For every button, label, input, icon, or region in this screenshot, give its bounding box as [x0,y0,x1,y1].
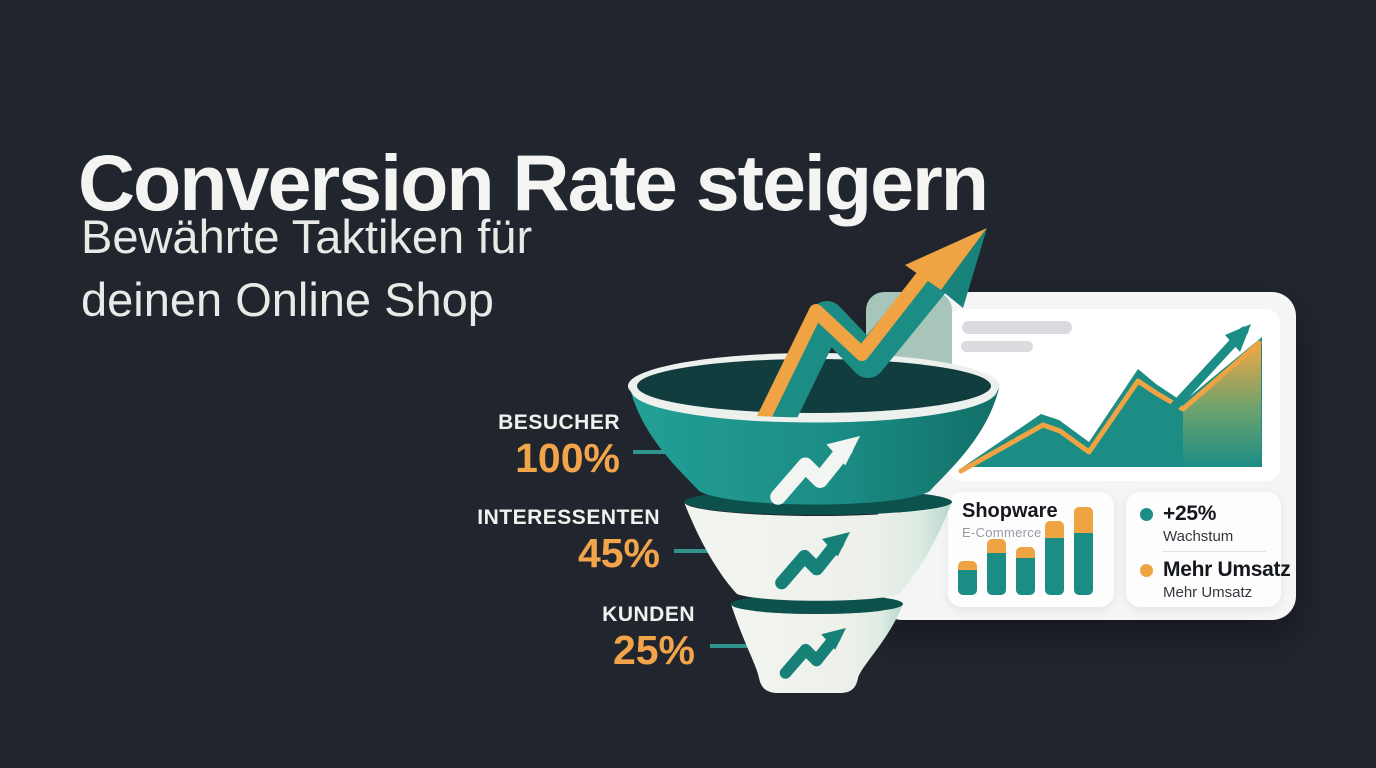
teal-dot-icon [1140,508,1153,521]
mini-bar [1074,507,1093,595]
stage-percent: 25% [612,627,695,673]
mini-bar-fill [958,570,977,595]
legend-subtitle: Mehr Umsatz [1163,584,1253,602]
trend-area-chart [958,324,1262,474]
legend-card: +25% Wachstum Mehr Umsatz Mehr Umsatz [1126,492,1291,607]
trend-arrow-icon [782,532,850,583]
subtitle-line-2: deinen Online Shop [81,272,494,326]
shop-stats-card: Shopware E-Commerce [948,492,1114,607]
mini-bar-fill [1074,533,1093,595]
trend-arrow-shaft [1156,326,1249,426]
mini-bar-chart [958,507,1093,595]
stage-label-text: KUNDEN [602,603,695,626]
legend-divider [1162,551,1266,552]
mini-bar-cap [1074,507,1093,533]
subtitle-line-1: Bewährte Taktiken für [81,210,533,263]
mini-bar-fill [987,553,1006,595]
mini-bar-cap [987,539,1006,553]
funnel-label-kunden: KUNDEN 25% [485,603,695,671]
mini-bar-fill [1045,538,1064,595]
stage-label-text: INTERESSENTEN [477,506,660,529]
mini-bar [958,561,977,595]
orange-dot-icon [1140,564,1153,577]
trend-chart-panel [948,309,1280,481]
funnel-label-besucher: BESUCHER 100% [400,411,620,479]
stage-percent: 45% [577,530,660,576]
legend-title: Mehr Umsatz [1163,558,1291,581]
trend-arrow-icon [778,436,860,497]
trend-arrow-head [1225,324,1251,352]
stage-label-text: BESUCHER [498,411,620,434]
legend-title: +25% [1163,502,1217,525]
mini-bar [1016,547,1035,595]
mini-bar [1045,521,1064,595]
legend-row-wachstum: +25% Wachstum [1140,502,1233,545]
trend-up-arrow-icon [1156,324,1251,426]
trend-gradient-area [1183,342,1261,467]
legend-row-umsatz: Mehr Umsatz Mehr Umsatz [1140,558,1291,602]
page-title: Conversion Rate steigern [78,137,989,227]
mini-bar [987,539,1006,595]
dashboard-card: Shopware E-Commerce +25% Wachstum Mehr U… [878,292,1296,620]
mini-bar-cap [1016,547,1035,558]
shop-category: E-Commerce [962,525,1042,540]
skeleton-text-line [962,321,1072,334]
stage-percent: 100% [515,435,620,481]
page-subtitle: Bewährte Taktiken für deinen Online Shop [81,206,532,332]
legend-subtitle: Wachstum [1163,528,1234,546]
funnel-stage-kunden-shape [731,594,903,693]
mini-bar-cap [958,561,977,570]
shop-name: Shopware [962,500,1058,522]
mini-bar-cap [1045,521,1064,538]
background-deco-card [866,292,952,432]
trend-arrow-icon [786,628,846,673]
funnel-label-interessenten: INTERESSENTEN 45% [430,506,660,574]
mini-bar-fill [1016,558,1035,595]
skeleton-text-line [961,341,1033,352]
